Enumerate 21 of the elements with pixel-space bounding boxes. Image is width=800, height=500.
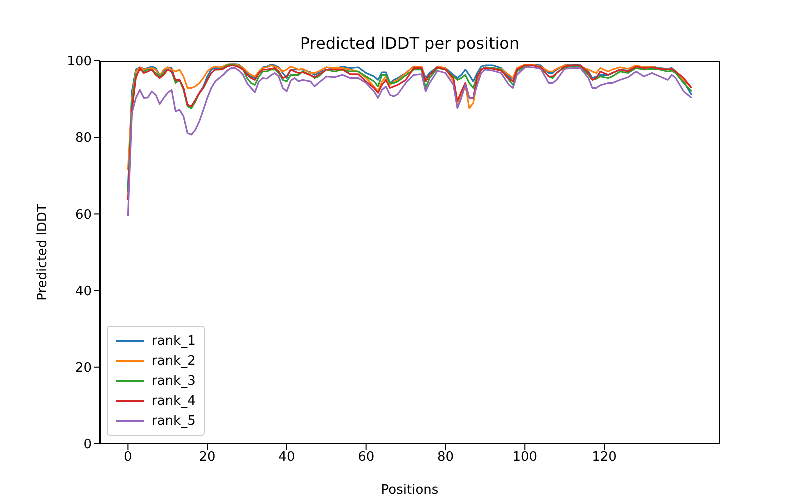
chart-title: Predicted lDDT per position [299, 34, 521, 53]
y-tick-label: 80 [75, 131, 92, 146]
y-tick-label: 60 [75, 208, 92, 223]
legend-label: rank_5 [152, 414, 196, 428]
x-tick-label: 40 [278, 450, 296, 466]
legend-label: rank_1 [152, 334, 196, 348]
x-tick-label: 100 [512, 450, 538, 466]
x-tick-label: 80 [437, 450, 454, 466]
x-tick-label: 20 [199, 450, 216, 466]
y-tick-label: 0 [84, 438, 92, 453]
x-tick-label: 60 [358, 450, 375, 466]
x-axis-title: Positions [381, 483, 439, 498]
y-tick-label: 40 [75, 284, 92, 300]
legend-label: rank_3 [152, 374, 196, 388]
legend-label: rank_2 [152, 354, 196, 368]
x-tick-label: 0 [124, 450, 132, 466]
x-tick-label: 120 [592, 450, 617, 466]
y-tick-label: 20 [75, 361, 92, 376]
legend-label: rank_4 [152, 394, 196, 408]
y-axis-title: Predicted lDDT [36, 204, 51, 301]
y-tick-label: 100 [67, 54, 92, 70]
